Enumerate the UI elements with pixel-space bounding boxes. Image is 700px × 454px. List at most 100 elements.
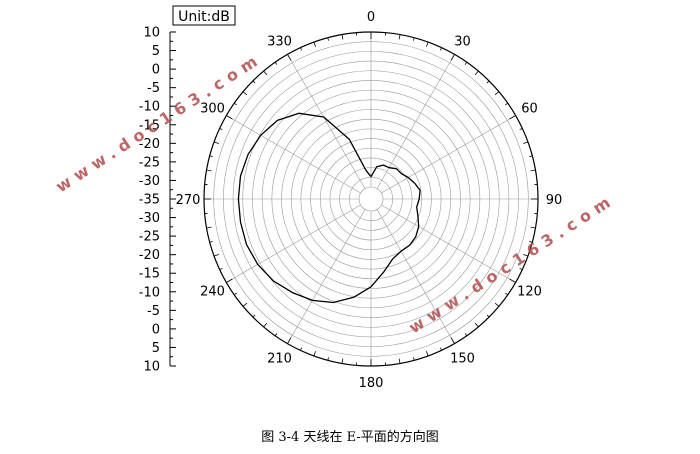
angle-tick [494,302,500,307]
polar-plot-svg: 0 30 60 90 120 150 180 210 240 270 300 330 10 5 0 -5 -1… [52,5,619,391]
angle-tick [505,292,509,296]
angle-tick [252,314,256,318]
radial-axis-label: -25 [139,155,160,170]
angle-label: 330 [267,35,292,50]
angular-gridline [381,204,516,283]
radial-axis-label: -20 [139,248,160,263]
watermark: www.doc163.com [405,190,618,338]
angle-tick [398,358,401,364]
angle-tick [519,128,523,131]
angle-tick [263,322,268,328]
angle-tick [206,226,212,229]
angle-tick [486,314,490,318]
angle-tick [426,351,429,357]
angle-tick [242,302,248,307]
angle-tick [474,70,479,76]
angle-tick [287,337,292,344]
radial-axis-label: -35 [139,193,160,208]
angle-tick [439,47,442,51]
angle-tick [464,333,468,337]
angle-tick [219,128,223,131]
angle-tick [213,254,219,257]
radial-axis-label: -5 [147,304,160,319]
angle-label: 240 [200,285,225,300]
angle-tick [341,358,344,364]
angle-tick [341,34,344,40]
unit-label: Unit:dB [178,9,230,25]
angle-tick [494,91,500,96]
angle-tick [226,278,233,283]
radial-axis-label: -10 [139,285,160,300]
angle-label: 120 [517,285,542,300]
angle-tick [505,102,509,106]
angle-label: 300 [200,102,225,117]
angle-tick [530,169,536,172]
angle-tick [263,70,268,76]
angle-tick [509,278,516,283]
radial-axis-label: -30 [139,174,160,189]
angle-label: 150 [450,352,475,367]
angle-tick [523,254,529,257]
angle-tick [206,169,212,172]
figure-caption: 图 3-4 天线在 E-平面的方向图 [261,430,439,445]
angle-tick [398,34,401,40]
angle-tick [523,141,529,144]
radial-axis-label: -15 [139,267,160,282]
radial-axis-label: -20 [139,137,160,152]
angle-tick [226,115,233,120]
angle-tick [327,37,329,41]
angular-gridline [226,115,361,194]
angle-tick [464,61,468,65]
angular-gridline [287,209,366,344]
radial-axis-label: 0 [152,63,160,78]
angle-tick [313,351,316,357]
angle-tick [509,115,516,120]
angular-gridline [376,54,455,189]
radial-axis-label: 10 [143,26,160,41]
angle-tick [233,102,237,106]
angle-tick [529,155,533,157]
radial-axis-label: -15 [139,118,160,133]
angular-gridline [376,209,455,344]
angle-label: 210 [267,352,292,367]
angle-tick [519,267,523,270]
unit-label-frame [172,5,236,26]
radial-axis-label: 5 [152,341,160,356]
angle-tick [219,267,223,270]
angle-tick [300,347,303,351]
angle-label: 270 [176,193,201,208]
angular-gridline [381,115,516,194]
angular-gridlines [204,32,538,366]
angle-tick [327,357,329,361]
angle-tick [233,292,237,296]
angle-tick [252,80,256,84]
angle-tick [413,357,415,361]
radial-axis-label: -25 [139,230,160,245]
angle-tick [450,54,455,61]
angular-gridline [287,54,366,189]
angle-tick [313,41,316,47]
angle-tick [439,347,442,351]
angular-gridline [226,204,361,283]
angle-label: 90 [546,193,563,208]
angle-tick [213,141,219,144]
series-layer [237,112,421,304]
angle-label: 30 [454,35,471,50]
radial-axis-label: -10 [139,100,160,115]
angle-label: 60 [521,102,538,117]
series-line [237,112,421,304]
angle-tick-marks [204,32,538,366]
angle-tick [450,337,455,344]
angle-tick [413,37,415,41]
angle-tick [486,80,490,84]
radial-axis-label: 0 [152,322,160,337]
radial-axis-label: 5 [152,44,160,59]
angle-tick [529,241,533,243]
angle-tick [274,333,278,337]
radial-axis-label: -5 [147,81,160,96]
angle-tick-labels: 0 30 60 90 120 150 180 210 240 270 300 330 [176,10,563,391]
angle-tick [242,91,248,96]
angle-tick [300,47,303,51]
radial-gridline [358,186,384,212]
radial-axis-label: -30 [139,211,160,226]
